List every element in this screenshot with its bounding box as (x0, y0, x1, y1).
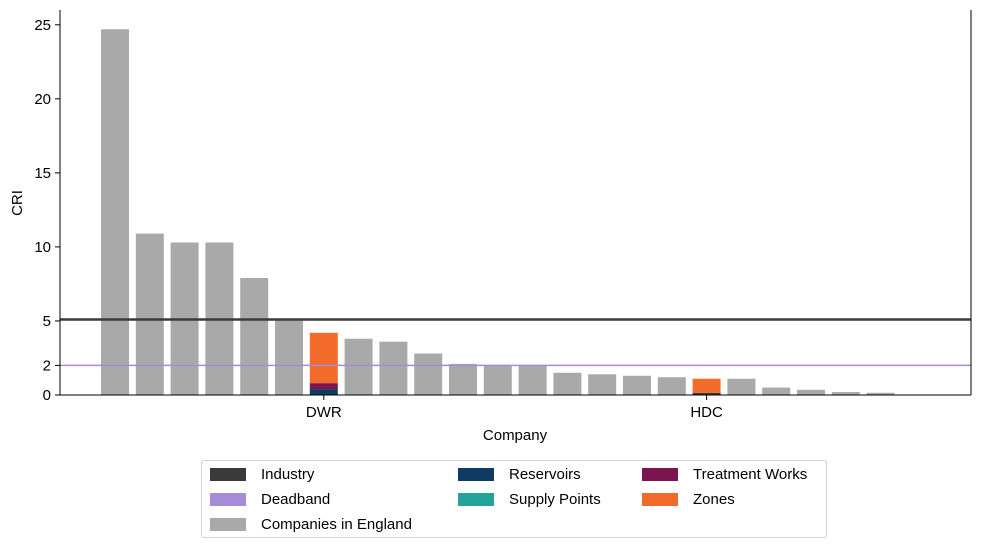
legend-swatch-treatment-works (642, 468, 678, 481)
company-bar (623, 375, 651, 395)
company-bar (588, 374, 617, 395)
legend-label: Supply Points (509, 491, 601, 508)
y-tick-label: 5 (43, 313, 51, 330)
axes (59, 10, 972, 396)
company-bar (762, 387, 791, 395)
y-tick-label: 0 (43, 387, 51, 404)
legend-item-supply-points: Supply Points (458, 491, 601, 508)
company-bar (414, 353, 443, 395)
legend-label: Companies in England (261, 516, 412, 533)
legend-label: Deadband (261, 491, 331, 508)
y-tick-label: 15 (34, 165, 51, 182)
y-tick-label: 20 (34, 91, 51, 108)
legend-swatch-companies (210, 518, 246, 531)
company-bar (483, 365, 512, 395)
company-bar (135, 233, 164, 395)
company-bar (831, 392, 860, 395)
legend-swatch-supply-points (458, 493, 494, 506)
stacked-bar-reservoirs (309, 389, 338, 395)
company-bar (101, 29, 129, 395)
stacked-bar-industry (692, 392, 721, 395)
legend-label: Treatment Works (693, 466, 808, 483)
company-bar (240, 278, 269, 395)
legend-swatch-zones (642, 493, 678, 506)
company-bar (866, 392, 895, 395)
bars-layer (101, 29, 895, 395)
company-bar (657, 377, 686, 395)
x-axis-title: Company (483, 427, 548, 444)
legend-label: Zones (693, 491, 735, 508)
x-tick-label: DWR (306, 404, 342, 421)
x-ticks: DWR HDC (306, 395, 723, 421)
stacked-bar-zones (692, 378, 721, 393)
legend-item-reservoirs: Reservoirs (458, 466, 581, 483)
y-axis-title: CRI (9, 190, 26, 216)
legend-label: Reservoirs (509, 466, 581, 483)
y-tick-label: 2 (43, 357, 51, 374)
company-bar (518, 365, 547, 395)
legend-label: Industry (261, 466, 315, 483)
legend-swatch-reservoirs (458, 468, 494, 481)
y-tick-label: 10 (34, 239, 51, 256)
company-bar (553, 372, 582, 395)
company-bar (797, 389, 825, 395)
legend-item-deadband: Deadband (210, 491, 330, 508)
legend-swatch-deadband (210, 493, 246, 506)
company-bar (344, 338, 373, 395)
company-bar (275, 319, 303, 395)
x-tick-label: HDC (690, 404, 723, 421)
legend-item-treatment-works: Treatment Works (642, 466, 807, 483)
company-bar (379, 341, 408, 395)
company-bar (727, 378, 756, 395)
legend-item-industry: Industry (210, 466, 314, 483)
y-tick-label: 25 (34, 17, 51, 34)
stacked-bar-zones (309, 332, 338, 384)
legend: Industry Reservoirs Treatment Works Dead… (201, 460, 827, 538)
legend-swatch-industry (210, 468, 246, 481)
company-bar (449, 363, 477, 395)
reference-lines (60, 318, 971, 367)
legend-item-zones: Zones (642, 491, 735, 508)
legend-item-companies-in-england: Companies in England (210, 516, 412, 533)
stacked-bar-treatment-works (309, 383, 338, 390)
